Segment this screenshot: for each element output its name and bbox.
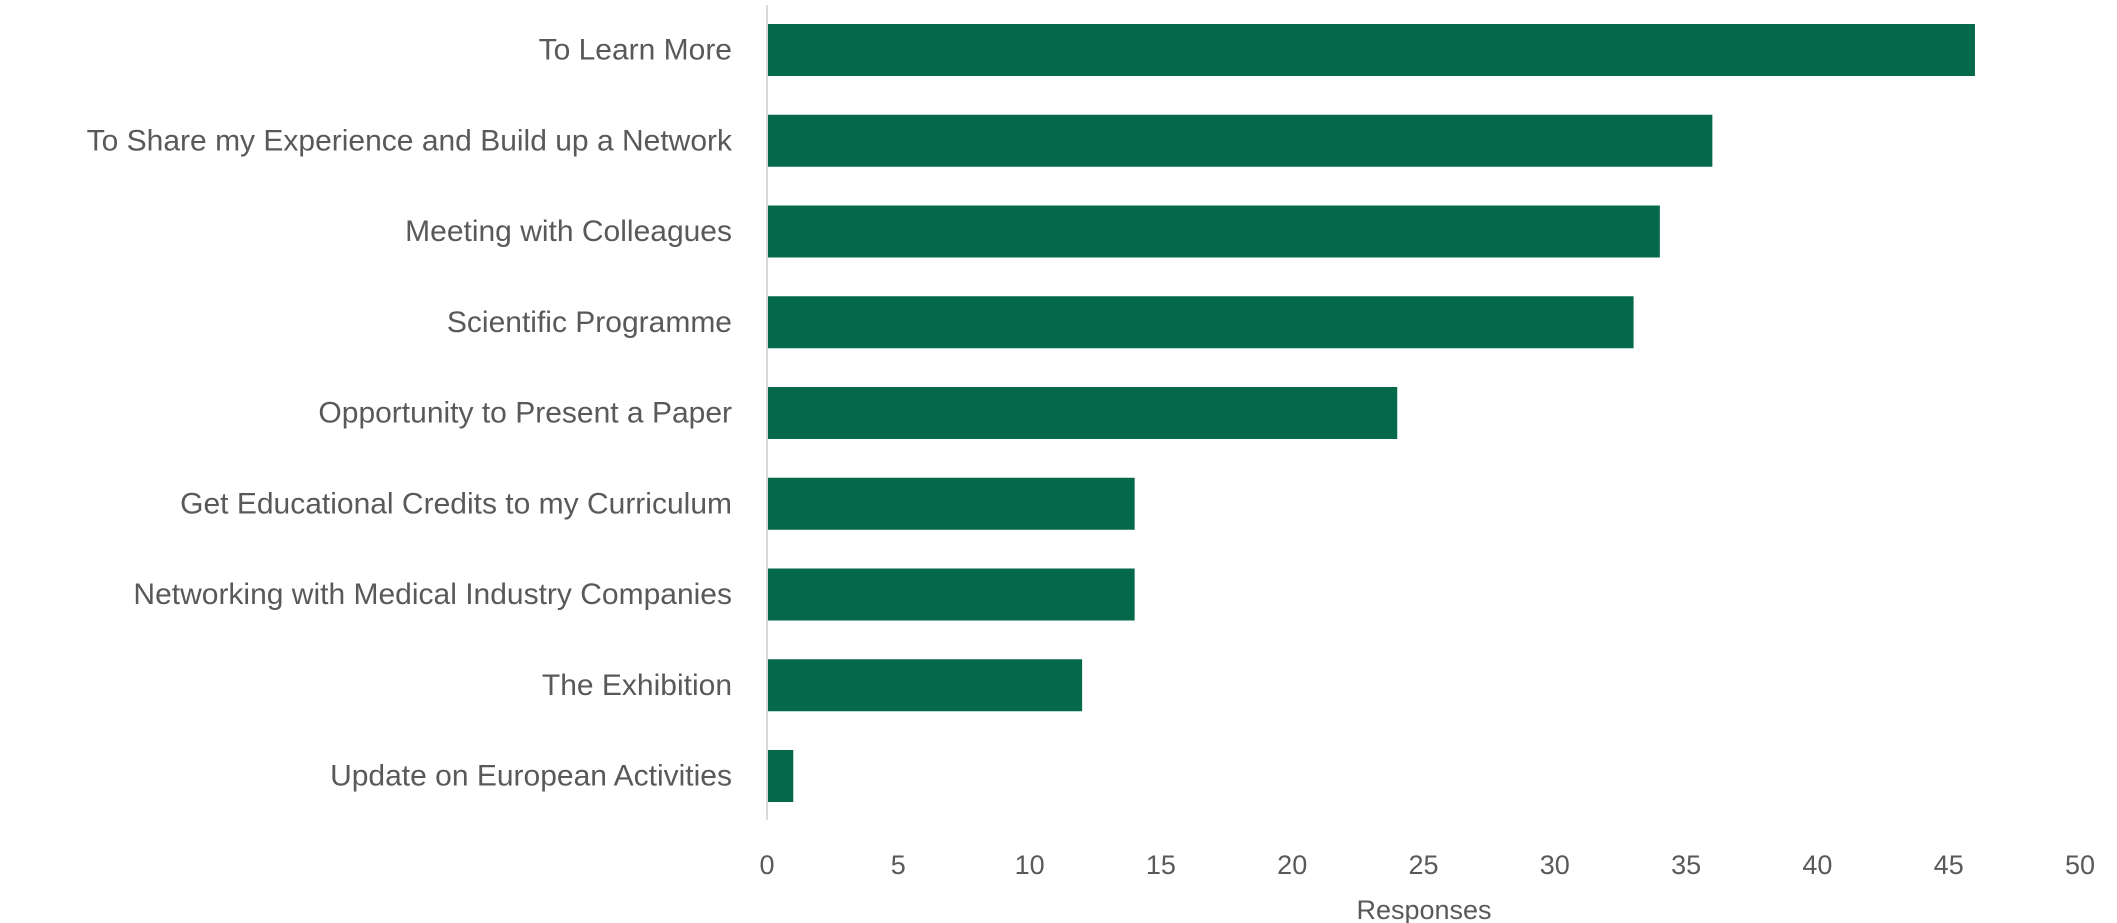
x-tick-label: 20 (1277, 850, 1307, 880)
category-label: Meeting with Colleagues (405, 215, 732, 248)
x-tick-labels: 0 5 10 15 20 25 30 35 40 45 50 (759, 850, 2095, 880)
category-label: Scientific Programme (447, 306, 732, 339)
category-label: To Learn More (539, 34, 732, 67)
bar (767, 24, 1975, 76)
x-tick-label: 40 (1802, 850, 1832, 880)
x-tick-label: 0 (759, 850, 774, 880)
bar (767, 659, 1083, 712)
category-label: The Exhibition (542, 669, 732, 702)
x-tick-label: 25 (1408, 850, 1438, 880)
bar (767, 568, 1135, 621)
category-label: Opportunity to Present a Paper (318, 397, 732, 430)
x-axis-title: Responses (1356, 895, 1491, 923)
bar (767, 205, 1660, 258)
bar (767, 387, 1398, 439)
x-tick-label: 10 (1015, 850, 1045, 880)
bar (767, 477, 1135, 530)
x-tick-label: 35 (1671, 850, 1701, 880)
category-label: To Share my Experience and Build up a Ne… (87, 124, 733, 157)
x-tick-label: 50 (2065, 850, 2095, 880)
category-labels: To Learn More To Share my Experience and … (87, 34, 733, 793)
x-tick-label: 45 (1934, 850, 1964, 880)
category-label: Get Educational Credits to my Curriculum (180, 487, 732, 520)
category-label: Update on European Activities (330, 760, 732, 793)
bars-group (767, 24, 1975, 802)
bar (767, 296, 1634, 349)
x-tick-label: 5 (891, 850, 906, 880)
x-tick-label: 15 (1146, 850, 1176, 880)
bar (767, 114, 1713, 167)
x-tick-label: 30 (1540, 850, 1570, 880)
category-label: Networking with Medical Industry Compani… (133, 578, 732, 611)
bar (767, 750, 794, 802)
